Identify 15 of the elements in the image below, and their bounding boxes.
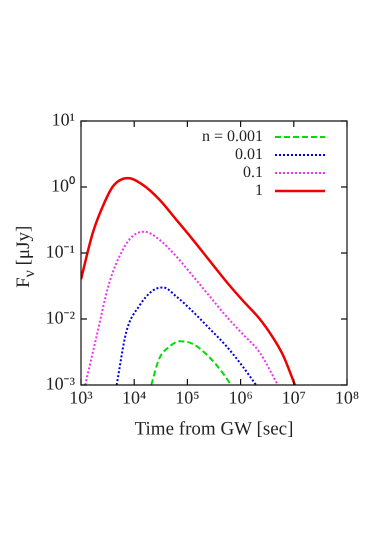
legend-label: 1 (255, 182, 263, 200)
x-tick-label: 10⁴ (122, 388, 146, 408)
x-axis-title: Time from GW [sec] (134, 418, 294, 440)
y-tick-label: 10⁰ (51, 176, 75, 196)
x-tick-label: 10⁷ (282, 388, 306, 408)
y-tick-label: 10¹ (52, 110, 75, 130)
legend-label: n = 0.001 (202, 128, 263, 146)
x-tick-label: 10⁵ (175, 388, 200, 408)
y-tick-label: 10⁻² (46, 308, 75, 328)
x-tick-label: 10³ (69, 388, 94, 408)
legend-label: 0.1 (243, 164, 263, 182)
legend-label: 0.01 (235, 146, 263, 164)
x-tick-label: 10⁸ (334, 388, 360, 408)
y-tick-label: 10⁻¹ (46, 242, 75, 262)
x-tick-label: 10⁶ (228, 388, 253, 408)
